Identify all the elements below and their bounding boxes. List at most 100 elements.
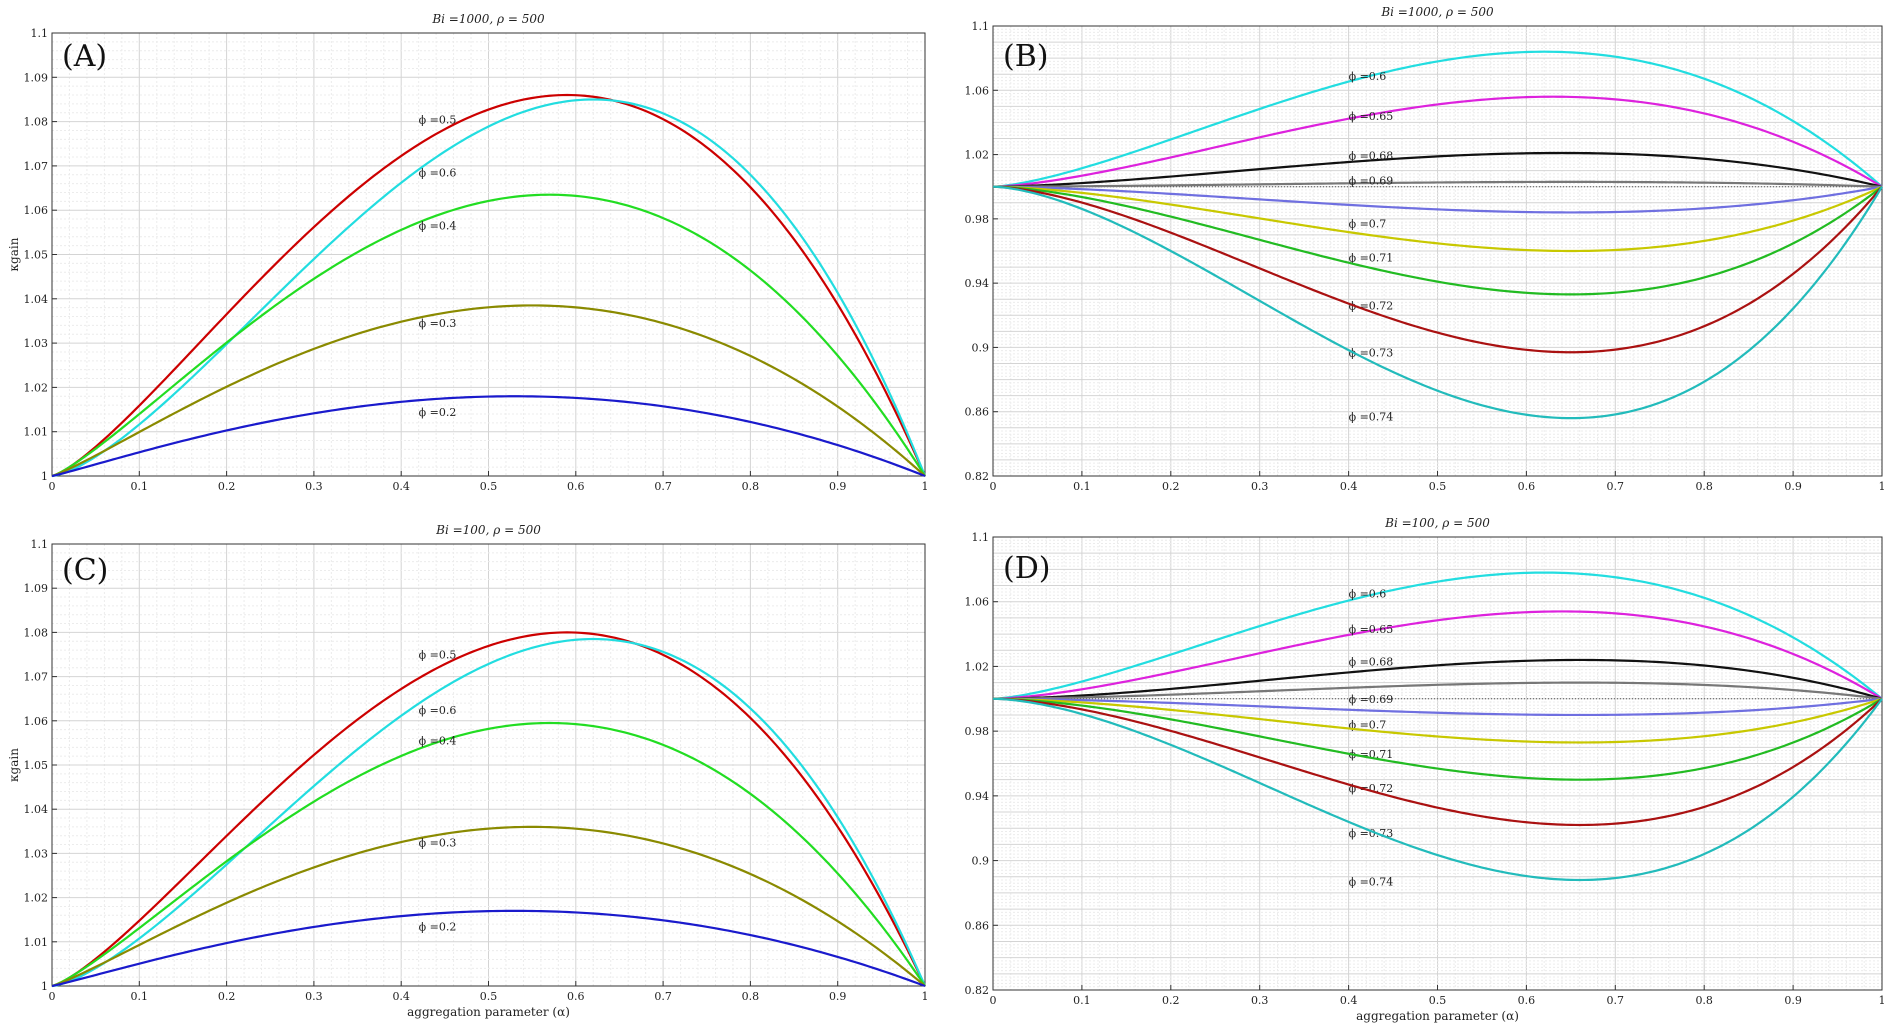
x-tick-label: 0.3 — [1251, 994, 1269, 1007]
y-tick-label: 0.98 — [965, 213, 990, 226]
x-tick-label: 0.1 — [1073, 994, 1091, 1007]
y-tick-label: 1.05 — [24, 249, 49, 262]
y-tick-label: 1.1 — [31, 538, 49, 551]
grid — [992, 536, 1883, 991]
y-tick-label: 1.04 — [24, 803, 49, 816]
series-line — [992, 50, 1883, 188]
panel-letter: (A) — [62, 39, 107, 74]
series-line — [51, 98, 927, 478]
x-tick-label: 0.6 — [1518, 480, 1536, 493]
y-tick-label: 1 — [41, 470, 48, 483]
y-axis-label: κgain — [7, 748, 21, 782]
series-label: ϕ =0.74 — [1349, 876, 1394, 889]
grid — [51, 543, 926, 987]
y-tick-label: 1.06 — [965, 596, 990, 609]
y-tick-label: 1 — [41, 980, 48, 993]
series-label: ϕ =0.3 — [419, 836, 457, 849]
chart-panel-2: 0 0.1 0.2 0.3 0.4 0.5 0.6 0.7 0.8 0.9 1 0.82 0.86 0.9… — [965, 5, 1886, 493]
series-label: ϕ =0.4 — [419, 735, 457, 748]
series-line — [992, 681, 1883, 700]
series-label: ϕ =0.71 — [1349, 251, 1394, 264]
y-tick-label: 1.06 — [24, 204, 49, 217]
series-line — [51, 193, 926, 478]
series-line — [992, 697, 1883, 744]
y-tick-label: 1.01 — [24, 426, 49, 439]
series-line — [51, 825, 926, 988]
series-line — [51, 637, 927, 988]
x-tick-label: 0.5 — [480, 990, 498, 1003]
x-tick-label: 0.8 — [1695, 994, 1713, 1007]
series-label: ϕ =0.3 — [419, 317, 457, 330]
y-tick-label: 1.1 — [972, 531, 990, 544]
grid — [51, 32, 926, 477]
y-tick-label: 1.1 — [972, 20, 990, 33]
x-tick-label: 0.3 — [1251, 480, 1269, 493]
series-line — [992, 658, 1883, 700]
series-label: ϕ =0.4 — [419, 220, 457, 233]
y-tick-label: 0.98 — [965, 725, 990, 738]
x-tick-label: 0 — [49, 480, 56, 493]
y-tick-label: 1.05 — [24, 759, 49, 772]
chart-title: Bi =100, ρ = 500 — [435, 523, 541, 537]
series-line — [992, 95, 1883, 188]
y-tick-label: 1.06 — [24, 715, 49, 728]
series-line — [51, 909, 926, 988]
y-tick-label: 0.9 — [972, 855, 990, 868]
x-tick-label: 0.9 — [829, 480, 847, 493]
series-line — [993, 180, 1883, 188]
x-tick-label: 0.8 — [742, 480, 760, 493]
series-line — [992, 571, 1883, 700]
x-tick-label: 0.6 — [1518, 994, 1536, 1007]
x-tick-label: 0.2 — [218, 990, 236, 1003]
x-tick-label: 1 — [1879, 994, 1886, 1007]
y-tick-label: 1.07 — [24, 160, 49, 173]
series-line — [51, 93, 927, 478]
y-tick-label: 1.08 — [24, 626, 49, 639]
x-tick-label: 0 — [990, 480, 997, 493]
series-line — [992, 185, 1883, 214]
y-axis-label: κgain — [7, 237, 21, 271]
x-tick-label: 0.5 — [480, 480, 498, 493]
series-line — [992, 697, 1883, 717]
panel-letter: (C) — [62, 553, 108, 588]
x-tick-label: 0.9 — [1784, 994, 1802, 1007]
chart-title: Bi =100, ρ = 500 — [1384, 516, 1490, 530]
series-label: ϕ =0.65 — [1349, 110, 1394, 123]
series-line — [992, 697, 1883, 882]
y-tick-label: 1.03 — [24, 847, 49, 860]
series-label: ϕ =0.5 — [419, 649, 457, 662]
series-label: ϕ =0.6 — [419, 167, 457, 180]
x-tick-label: 0.7 — [654, 480, 672, 493]
chart-title: Bi =1000, ρ = 500 — [1380, 5, 1494, 19]
series-label: ϕ =0.5 — [419, 113, 457, 126]
series-label: ϕ =0.6 — [419, 704, 457, 717]
series-line — [992, 185, 1883, 354]
x-tick-label: 0.2 — [1162, 480, 1180, 493]
y-tick-label: 0.94 — [965, 277, 990, 290]
series-line — [51, 304, 926, 478]
y-tick-label: 0.9 — [972, 341, 990, 354]
series-line — [992, 185, 1883, 420]
x-tick-label: 0.1 — [131, 990, 149, 1003]
series-line — [992, 610, 1883, 700]
series-label: ϕ =0.72 — [1349, 300, 1394, 313]
series-label: ϕ =0.74 — [1349, 411, 1394, 424]
x-tick-label: 0.4 — [392, 990, 410, 1003]
series-label: ϕ =0.73 — [1349, 827, 1394, 840]
y-tick-label: 1.08 — [24, 116, 49, 129]
y-tick-label: 0.94 — [965, 790, 990, 803]
y-tick-label: 1.02 — [24, 892, 49, 905]
chart-panel-4: 0 0.1 0.2 0.3 0.4 0.5 0.6 0.7 0.8 0.9 1 0.82 0.86 0.9… — [965, 516, 1886, 1023]
x-tick-label: 0.1 — [131, 480, 149, 493]
y-tick-label: 1.07 — [24, 671, 49, 684]
y-tick-label: 1.09 — [24, 582, 49, 595]
chart-title: Bi =1000, ρ = 500 — [431, 12, 545, 26]
series-line — [51, 721, 926, 988]
x-axis-label: aggregation parameter (α) — [1356, 1009, 1519, 1023]
x-tick-label: 1 — [922, 480, 929, 493]
x-tick-label: 0.8 — [1695, 480, 1713, 493]
x-tick-label: 0.5 — [1429, 994, 1447, 1007]
x-tick-label: 0.4 — [1340, 480, 1358, 493]
y-tick-label: 1.02 — [24, 381, 49, 394]
y-tick-label: 1.03 — [24, 337, 49, 350]
